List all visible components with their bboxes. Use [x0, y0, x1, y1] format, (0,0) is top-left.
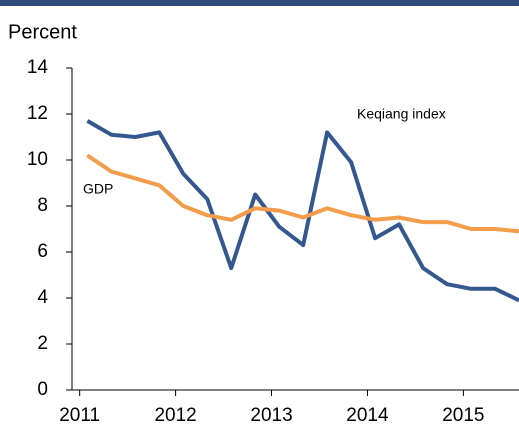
series-label: GDP [83, 181, 113, 197]
x-tick-label: 2012 [154, 405, 196, 426]
x-tick-label: 2013 [250, 405, 292, 426]
y-tick-label: 2 [37, 333, 48, 354]
y-tick-label: 10 [27, 149, 48, 170]
y-tick-label: 6 [37, 241, 48, 262]
y-tick-label: 0 [37, 379, 48, 400]
series-line [86, 119, 519, 303]
y-tick-label: 4 [37, 287, 48, 308]
y-tick-label: 14 [27, 57, 49, 78]
series-label: Keqiang index [357, 106, 446, 122]
x-tick-label: 2014 [346, 405, 389, 426]
y-axis-label: Percent [8, 21, 77, 43]
x-tick-label: 2011 [59, 405, 100, 426]
y-tick-label: 12 [27, 103, 48, 124]
series-line [86, 153, 519, 234]
x-tick-label: 2015 [442, 405, 484, 426]
y-tick-label: 8 [37, 195, 48, 216]
header-bar [0, 0, 519, 6]
